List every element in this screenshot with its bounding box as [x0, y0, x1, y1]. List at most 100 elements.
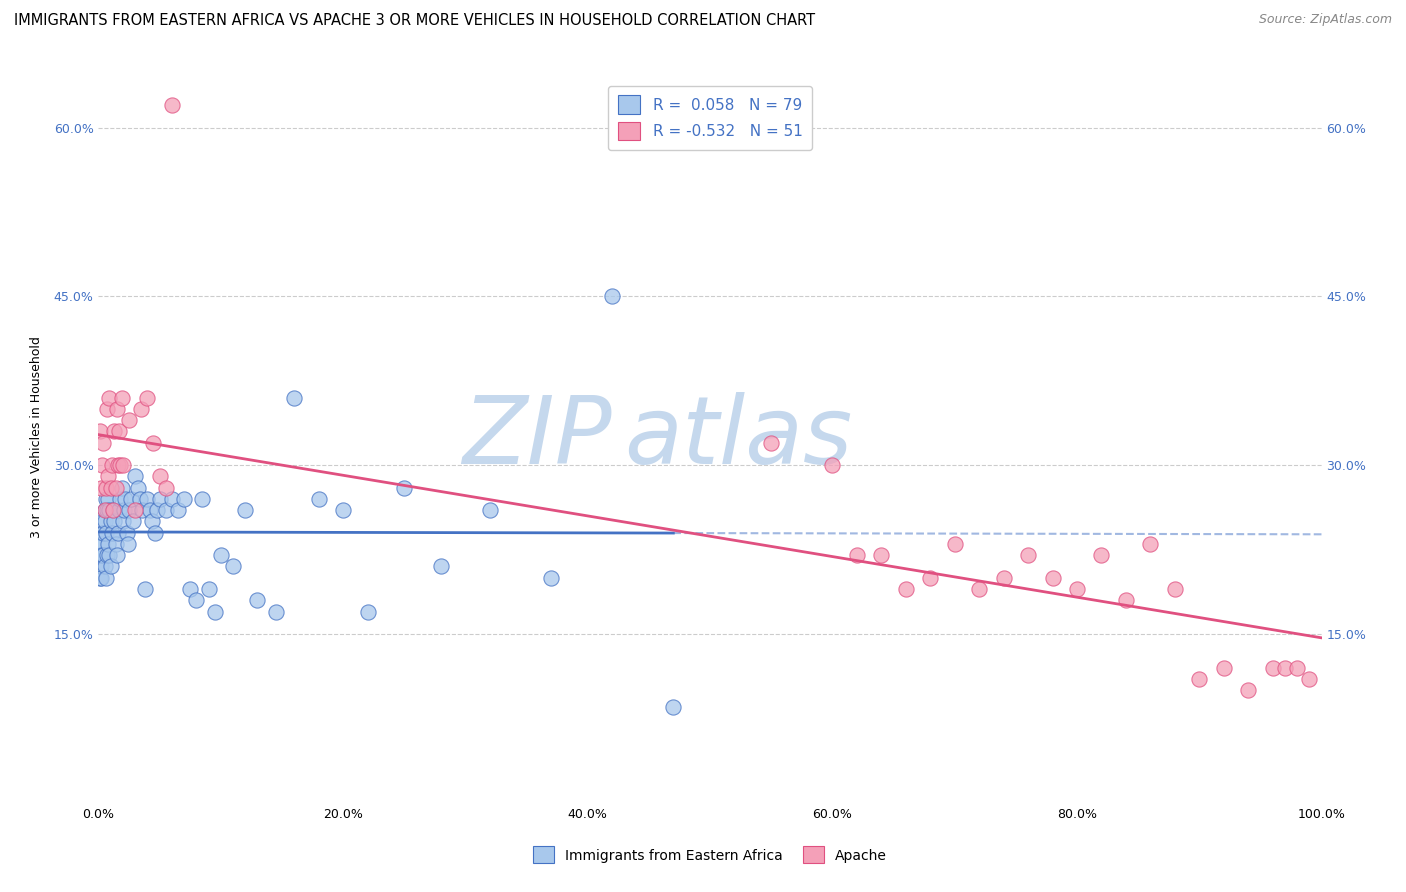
Point [127, 481, 149, 495]
Point [197, 582, 219, 596]
Point [233, 503, 256, 517]
Point [96, 401, 118, 416]
Point [107, 458, 129, 473]
Point [105, 548, 128, 562]
Point [167, 503, 190, 517]
Point [920, 571, 942, 585]
Point [108, 503, 131, 517]
Point [967, 582, 990, 596]
Point [91, 458, 114, 473]
Point [246, 593, 269, 607]
Point [186, 593, 208, 607]
Point [111, 458, 134, 473]
Point [160, 98, 183, 112]
Point [103, 515, 125, 529]
Point [191, 491, 214, 506]
Point [131, 503, 153, 517]
Point [91, 435, 114, 450]
Text: Source: ZipAtlas.com: Source: ZipAtlas.com [1258, 13, 1392, 27]
Point [662, 700, 685, 714]
Point [111, 515, 134, 529]
Point [136, 391, 159, 405]
Point [89, 559, 111, 574]
Point [478, 503, 501, 517]
Point [1212, 661, 1234, 675]
Point [141, 515, 163, 529]
Point [149, 491, 172, 506]
Point [91, 525, 114, 540]
Point [110, 458, 132, 473]
Point [90, 559, 112, 574]
Point [124, 503, 146, 517]
Point [1017, 548, 1039, 562]
Point [204, 605, 226, 619]
Point [94, 481, 117, 495]
Point [1115, 593, 1137, 607]
Y-axis label: 3 or more Vehicles in Household: 3 or more Vehicles in Household [30, 336, 42, 538]
Point [115, 525, 138, 540]
Point [90, 571, 112, 585]
Point [121, 515, 143, 529]
Point [100, 481, 122, 495]
Point [308, 491, 330, 506]
Point [143, 525, 166, 540]
Point [118, 413, 141, 427]
Point [91, 515, 114, 529]
Point [97, 469, 120, 483]
Point [993, 571, 1015, 585]
Point [392, 481, 416, 495]
Point [821, 458, 844, 473]
Point [1066, 582, 1088, 596]
Point [173, 491, 195, 506]
Point [104, 537, 127, 551]
Legend: Immigrants from Eastern Africa, Apache: Immigrants from Eastern Africa, Apache [527, 841, 893, 869]
Point [1286, 661, 1309, 675]
Point [93, 503, 115, 517]
Point [100, 515, 122, 529]
Point [870, 548, 893, 562]
Point [129, 401, 152, 416]
Point [142, 435, 165, 450]
Point [283, 391, 305, 405]
Point [540, 571, 562, 585]
Point [139, 503, 162, 517]
Point [93, 515, 115, 529]
Point [209, 548, 232, 562]
Point [91, 525, 114, 540]
Point [96, 548, 118, 562]
Text: IMMIGRANTS FROM EASTERN AFRICA VS APACHE 3 OR MORE VEHICLES IN HOUSEHOLD CORRELA: IMMIGRANTS FROM EASTERN AFRICA VS APACHE… [14, 13, 815, 29]
Text: ZIP: ZIP [463, 392, 612, 483]
Point [943, 537, 966, 551]
Point [118, 503, 141, 517]
Point [894, 582, 917, 596]
Point [146, 503, 169, 517]
Point [845, 548, 868, 562]
Point [1090, 548, 1112, 562]
Point [93, 503, 115, 517]
Point [103, 425, 125, 439]
Point [264, 605, 287, 619]
Point [1188, 672, 1211, 686]
Point [97, 537, 120, 551]
Point [149, 469, 172, 483]
Point [93, 559, 115, 574]
Point [155, 481, 177, 495]
Point [222, 559, 245, 574]
Point [101, 458, 124, 473]
Point [134, 582, 156, 596]
Point [179, 582, 201, 596]
Point [160, 491, 183, 506]
Point [110, 491, 132, 506]
Point [91, 548, 114, 562]
Point [761, 435, 783, 450]
Point [94, 491, 117, 506]
Point [100, 559, 122, 574]
Point [89, 425, 111, 439]
Point [136, 491, 159, 506]
Point [1261, 661, 1284, 675]
Point [94, 525, 117, 540]
Point [107, 525, 129, 540]
Point [90, 537, 112, 551]
Point [98, 548, 121, 562]
Point [1164, 582, 1187, 596]
